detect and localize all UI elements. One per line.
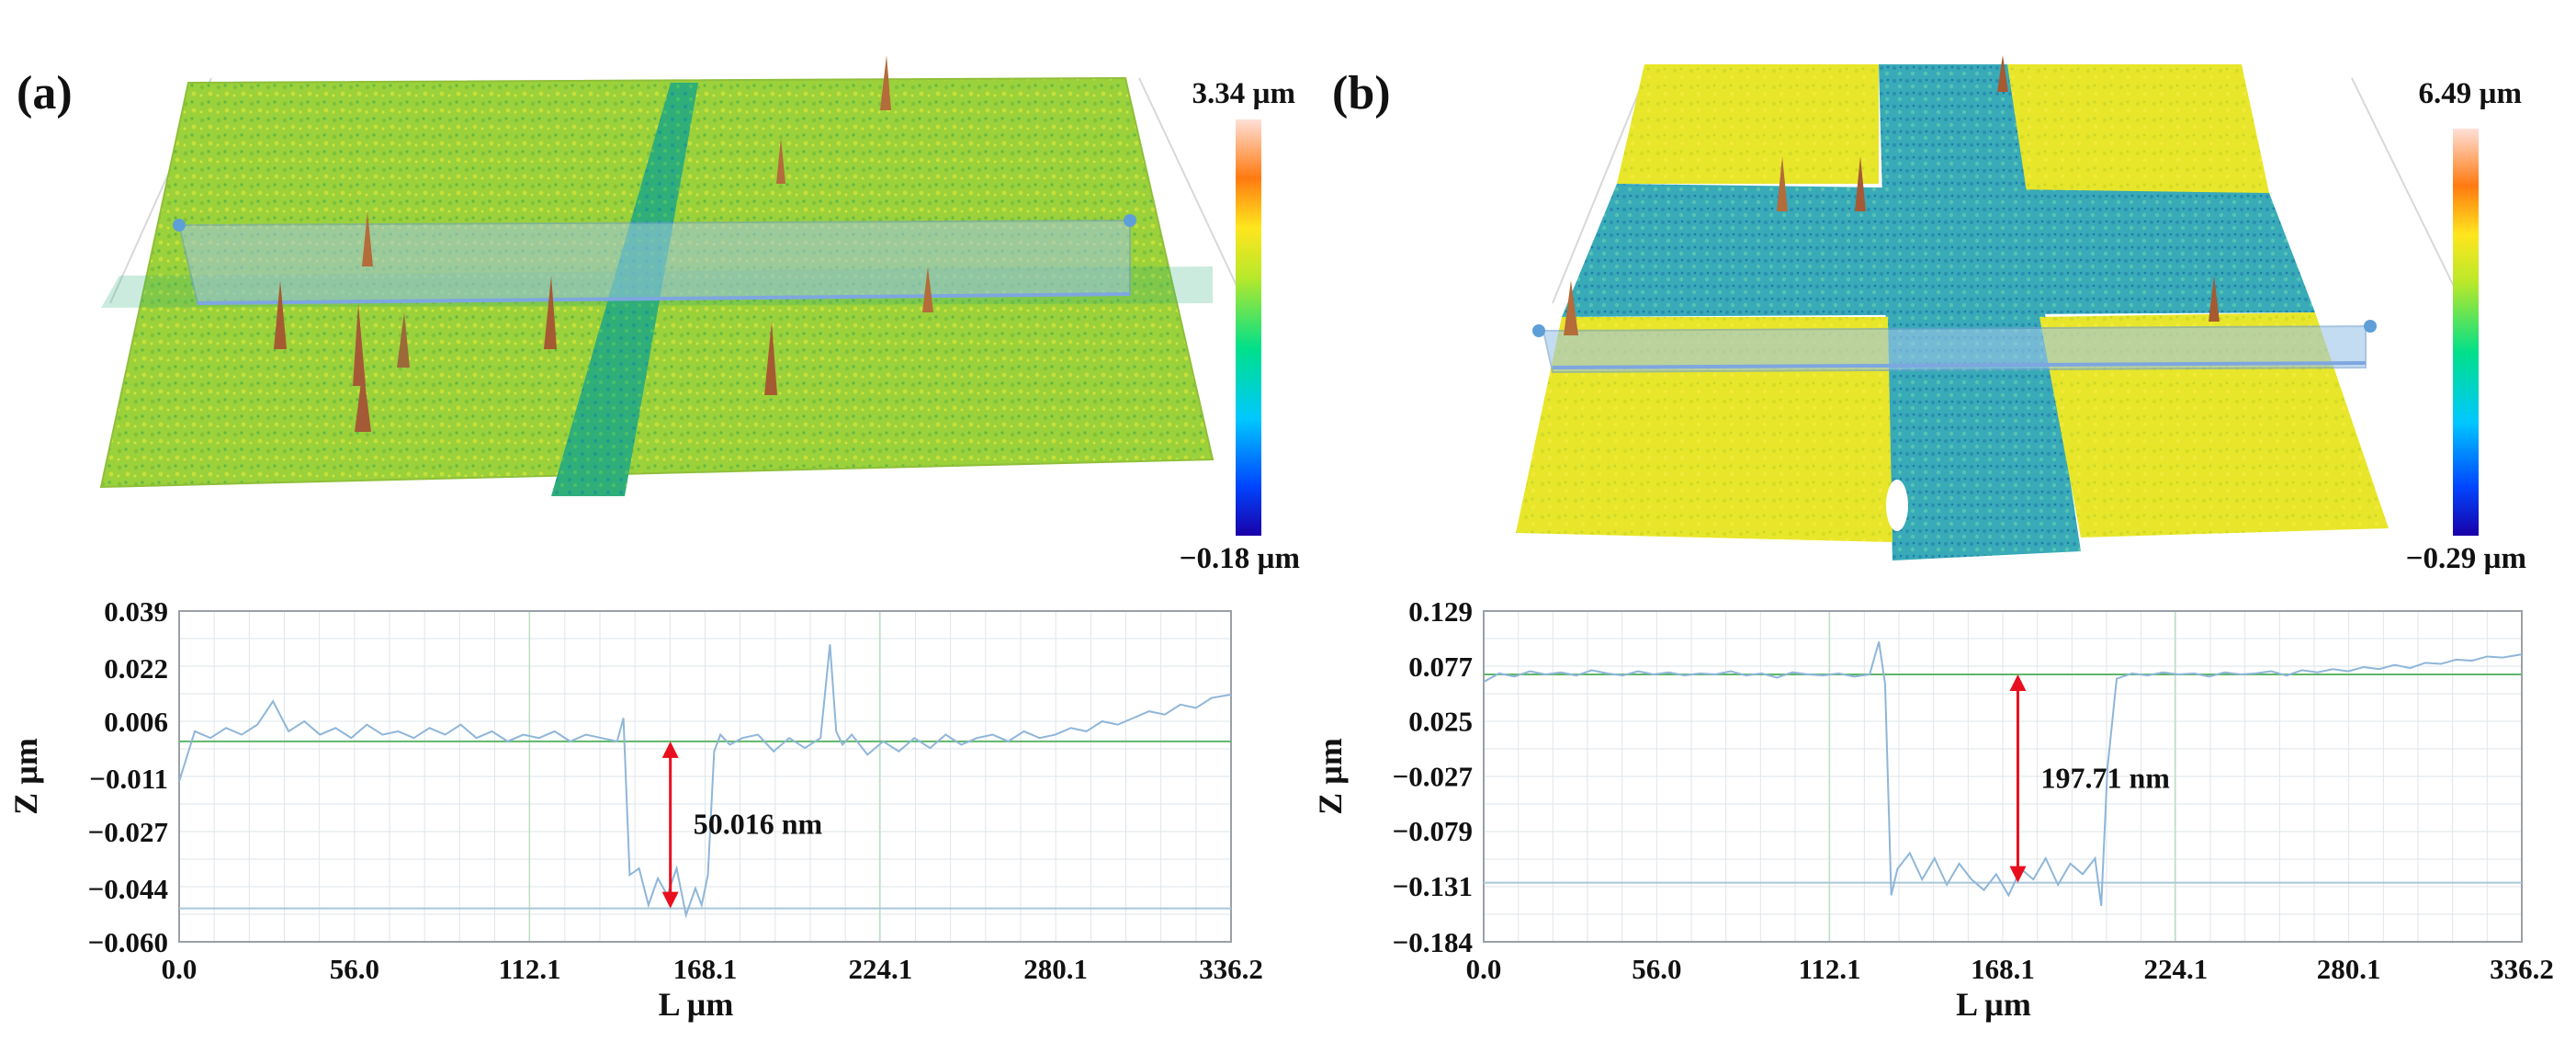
- y-tick-label: 0.022: [104, 652, 168, 685]
- x-tick-label: 224.1: [848, 953, 912, 985]
- panel-a-label: (a): [17, 67, 73, 119]
- x-tick-label: 336.2: [2490, 953, 2554, 985]
- step-height-label: 197.71 nm: [2040, 761, 2170, 794]
- profile-series-line: [178, 644, 1232, 919]
- panel-a-surface: [99, 55, 1246, 496]
- y-axis-title: Z µm: [1312, 738, 1349, 815]
- profile-chart-b: 197.71 nm 0.129 0.077 0.025 −0.027 −0.079 −0.1…: [1312, 595, 2554, 1023]
- y-tick-label: −0.011: [89, 763, 168, 795]
- colorbar-b-max-label: 6.49 µm: [2418, 77, 2522, 110]
- plot-frame: [178, 610, 1232, 943]
- y-tick-label: −0.027: [1393, 760, 1473, 792]
- x-tick-label: 112.1: [499, 953, 561, 985]
- profile-chart-a: 50.016 nm 0.039 0.022 0.006 −0.011 −0.027 −0.0…: [7, 595, 1263, 1023]
- x-tick-label: 336.2: [1199, 953, 1263, 985]
- y-tick-label: −0.184: [1393, 926, 1473, 958]
- step-height-label: 50.016 nm: [694, 808, 823, 841]
- x-tick-label: 168.1: [673, 953, 738, 985]
- y-tick-label: −0.060: [88, 926, 168, 958]
- measure-arrow-head-down: [2009, 866, 2027, 883]
- y-tick-label: −0.027: [88, 816, 168, 848]
- x-tick-label: 56.0: [1632, 953, 1681, 985]
- colorbar-b-min-label: −0.29 µm: [2406, 542, 2526, 575]
- x-tick-label: 112.1: [1799, 953, 1861, 985]
- y-axis-title: Z µm: [7, 738, 44, 815]
- measure-arrow-head-up: [2009, 674, 2027, 692]
- measure-arrow-head-up: [661, 741, 679, 758]
- panel-b-surface: [1516, 55, 2463, 560]
- y-tick-label: 0.129: [1408, 595, 1473, 628]
- y-tick-label: −0.044: [88, 873, 168, 905]
- measure-arrow-head-down: [661, 891, 679, 909]
- colorbar-a: 3.34 µm −0.18 µm: [1180, 77, 1300, 575]
- y-tick-label: 0.025: [1408, 706, 1473, 738]
- profile-series-line: [1483, 641, 2523, 907]
- x-tick-label: 280.1: [2317, 953, 2381, 985]
- y-tick-label: −0.079: [1393, 815, 1473, 847]
- y-tick-label: 0.039: [104, 595, 168, 628]
- y-tick-label: 0.077: [1408, 651, 1473, 683]
- x-tick-label: 280.1: [1023, 953, 1088, 985]
- x-axis-title: L µm: [1956, 986, 2031, 1023]
- panel-b-label: (b): [1332, 67, 1391, 119]
- y-tick-label: 0.006: [104, 706, 168, 738]
- x-tick-label: 0.0: [1466, 953, 1502, 985]
- colorbar-a-max-label: 3.34 µm: [1192, 77, 1295, 110]
- colorbar-a-min-label: −0.18 µm: [1180, 542, 1300, 575]
- plot-frame: [1483, 610, 2523, 943]
- colorbar-b: 6.49 µm −0.29 µm: [2406, 77, 2526, 575]
- x-axis-title: L µm: [659, 986, 734, 1023]
- x-tick-label: 56.0: [330, 953, 379, 985]
- x-tick-label: 168.1: [1971, 953, 2035, 985]
- y-tick-label: −0.131: [1393, 870, 1473, 902]
- x-tick-label: 224.1: [2143, 953, 2208, 985]
- x-tick-label: 0.0: [162, 953, 198, 985]
